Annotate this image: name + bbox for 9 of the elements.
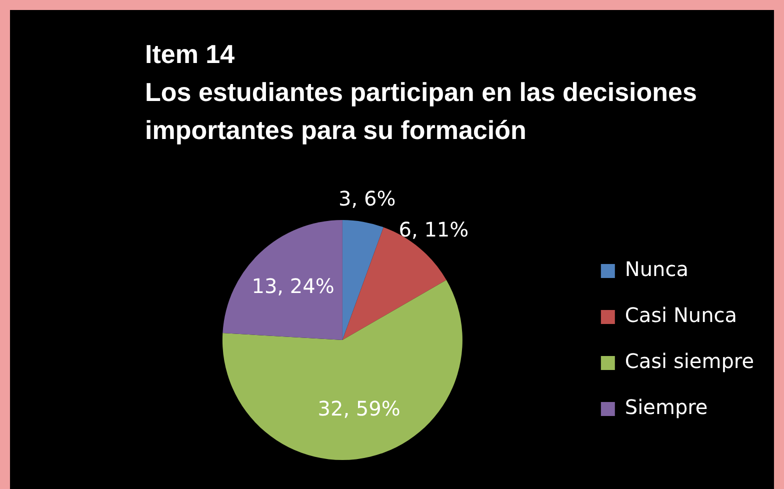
chart-title: Item 14 Los estudiantes participan en las decisiones importantes para su formación: [145, 38, 698, 147]
data-label: 32, 59%: [318, 396, 400, 420]
data-label: 13, 24%: [252, 274, 334, 298]
legend-label: Casi siempre: [624, 349, 754, 374]
data-label: 3, 6%: [338, 186, 396, 210]
legend-label: Siempre: [624, 395, 708, 420]
data-label: 6, 11%: [398, 217, 469, 242]
legend-label: Casi Nunca: [624, 303, 738, 328]
legend-label: Nunca: [624, 257, 688, 282]
